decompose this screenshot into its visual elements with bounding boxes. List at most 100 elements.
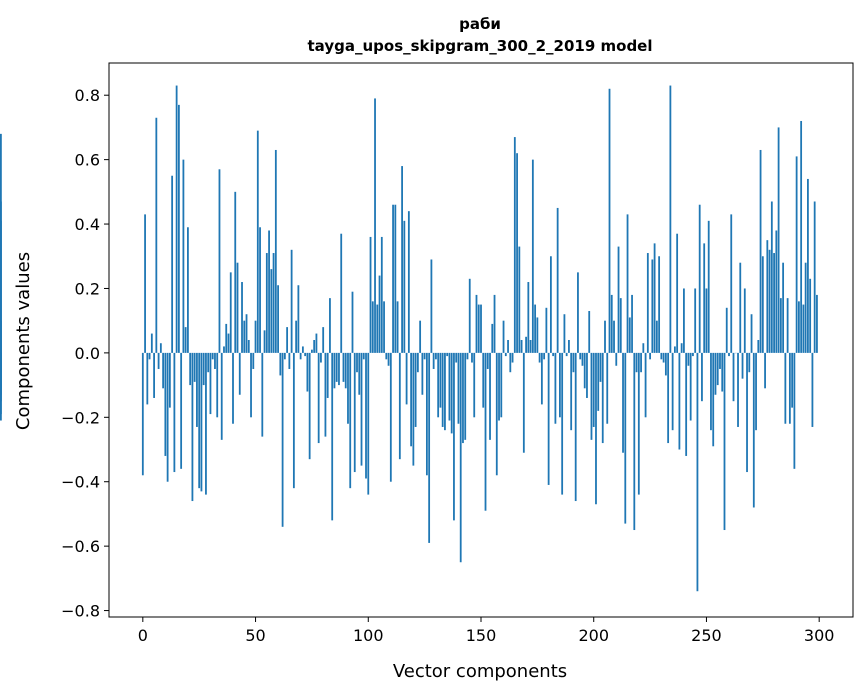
bar [766,240,769,353]
bar [308,352,311,460]
bar [155,117,158,353]
bar [252,352,255,369]
bar [635,352,638,373]
bar [710,352,712,431]
y-tick-label: 0.6 [75,151,100,170]
bar [707,220,710,353]
bar [559,352,561,418]
bar [453,352,455,521]
bar [148,352,151,360]
bar [398,352,401,460]
bar [371,301,374,353]
bar [288,352,291,369]
bar [338,352,340,386]
bar [624,352,627,524]
bar [685,352,688,456]
bar [473,352,476,418]
bar [290,249,293,353]
bar [306,352,309,392]
bar [536,317,539,353]
bar [577,272,579,353]
bar [144,214,146,353]
bar [491,323,494,353]
bar [793,352,796,469]
bar [428,352,431,543]
bar [245,314,248,353]
bar [520,340,523,353]
bar [313,340,316,353]
bar [622,352,624,453]
bar [281,352,284,527]
bar [599,352,602,382]
bar [540,352,543,405]
bar [347,352,349,424]
bar [180,352,183,469]
bar [721,352,724,392]
bar [277,285,279,353]
bar [755,352,757,431]
bar [701,352,703,402]
bar [493,294,496,353]
y-axis-label: Components values [13,252,34,430]
y-tick-label: −0.2 [61,408,100,427]
bar [268,230,270,353]
bar [274,149,277,353]
bar [574,352,577,502]
bar [380,236,383,353]
bar [538,352,541,363]
bar [389,352,392,482]
bar [236,262,239,353]
bar [383,301,385,353]
x-tick-label: 50 [245,626,265,645]
bar [177,104,180,353]
bar [475,294,478,353]
bar [527,282,530,353]
bar [153,352,155,398]
bar [642,343,645,353]
bar [259,227,261,353]
bar [543,352,546,360]
bar [667,352,670,444]
bar [394,204,397,353]
x-tick-label: 200 [578,626,609,645]
bar [416,352,419,373]
bar [326,352,329,398]
bar [809,278,812,353]
bar [468,278,471,353]
bar [232,352,234,424]
bar [568,340,570,353]
bar [480,304,482,353]
bar [649,352,651,360]
bar [182,159,185,353]
bar [813,201,816,353]
bar [353,352,356,473]
bar [471,352,473,363]
bar [759,149,762,353]
bar [664,352,667,376]
bar [556,207,559,353]
y-tick-label: 0.8 [75,86,100,105]
bar [315,333,318,353]
bar [619,298,622,353]
bar [811,352,814,427]
bar [604,320,606,353]
bar [671,352,674,431]
bar [292,352,295,489]
bar [175,85,178,353]
bar [421,352,424,395]
bar [423,352,426,360]
bar [719,352,721,369]
bar [263,330,266,353]
bar [279,352,282,376]
bar [804,262,807,353]
bar [241,282,243,353]
bar [171,175,174,353]
bar [563,314,566,353]
bar [714,352,717,395]
bar [752,352,755,508]
bar [317,352,320,444]
bar [739,262,742,353]
bar [678,352,681,450]
bar [159,343,162,353]
bar [807,178,809,353]
